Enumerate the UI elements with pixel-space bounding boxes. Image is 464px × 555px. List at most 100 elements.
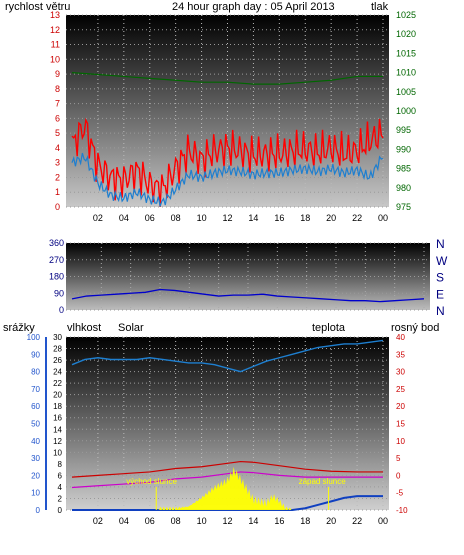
wind-tick-label: 3 — [55, 158, 60, 168]
humidity-scale-tick-label: 24 — [53, 368, 62, 377]
series-solar — [72, 466, 383, 510]
hour-tick-label: 16 — [274, 213, 284, 223]
temperature-tick-label: 40 — [396, 333, 405, 342]
hour-tick-label: 02 — [93, 213, 103, 223]
humidity-scale-tick-label: 18 — [53, 402, 62, 411]
wind-tick-label: 4 — [55, 143, 60, 153]
sun-annotations: východ slunce západ slunce — [126, 477, 346, 510]
temperature-label: teplota — [312, 322, 346, 334]
pressure-tick-label: 1010 — [396, 68, 416, 78]
hour-tick-label: 14 — [248, 516, 258, 526]
humidity-scale-tick-label: 4 — [58, 483, 63, 492]
rain-tick-label: 80 — [31, 368, 40, 377]
humidity-scale-tick-label: 6 — [58, 471, 63, 480]
hour-tick-label: 20 — [326, 213, 336, 223]
hour-tick-label: 10 — [197, 213, 207, 223]
humidity-scale-tick-label: 0 — [58, 506, 63, 515]
direction-tick-label: 90 — [54, 288, 64, 298]
wind-tick-label: 8 — [55, 84, 60, 94]
temperature-tick-label: 5 — [396, 454, 401, 463]
wind-tick-label: 9 — [55, 69, 60, 79]
hour-tick-label: 12 — [222, 213, 232, 223]
hour-tick-label: 20 — [326, 516, 336, 526]
sun-annotation-label: západ slunce — [299, 477, 347, 486]
humidity-scale-tick-label: 14 — [53, 425, 62, 434]
rain-label: srážky — [3, 322, 35, 334]
series-pressure — [71, 72, 383, 85]
pressure-tick-label: 980 — [396, 183, 411, 193]
hour-tick-label: 10 — [197, 516, 207, 526]
direction-tick-label: 360 — [49, 238, 64, 248]
humidity-scale-tick-label: 8 — [58, 460, 63, 469]
wind-tick-label: 0 — [55, 202, 60, 212]
wind-tick-label: 5 — [55, 128, 60, 138]
hour-tick-label: 04 — [119, 213, 129, 223]
humidity-scale-tick-label: 16 — [53, 414, 62, 423]
rain-tick-label: 10 — [31, 489, 40, 498]
hour-tick-label: 06 — [145, 516, 155, 526]
temperature-tick-label: 0 — [396, 471, 401, 480]
temperature-tick-label: 25 — [396, 385, 405, 394]
rain-tick-label: 30 — [31, 454, 40, 463]
compass-label: W — [436, 254, 448, 268]
compass-label: S — [436, 271, 444, 285]
rain-tick-label: 60 — [31, 402, 40, 411]
hour-tick-label: 08 — [171, 516, 181, 526]
wind-tick-label: 2 — [55, 172, 60, 182]
wind-tick-label: 11 — [51, 40, 60, 50]
temperature-tick-label: 10 — [396, 437, 405, 446]
pressure-tick-label: 985 — [396, 164, 411, 174]
hour-axis-ticks: 02 04 06 08 10 12 14 16 18 20 22 00 — [93, 213, 388, 223]
temperature-tick-label: 35 — [396, 350, 405, 359]
hour-tick-label: 22 — [352, 516, 362, 526]
climate-panel-series — [71, 339, 384, 511]
direction-panel-series — [71, 288, 425, 303]
hour-tick-label: 22 — [352, 213, 362, 223]
wind-tick-label: 1 — [55, 187, 60, 197]
hour-tick-label: 18 — [300, 213, 310, 223]
climate-axes: 0246810121416182022242628300102030405060… — [27, 333, 408, 515]
direction-tick-label: 0 — [59, 305, 64, 315]
direction-tick-label: 270 — [49, 255, 64, 265]
humidity-scale-tick-label: 28 — [53, 345, 62, 354]
hour-tick-label: 08 — [171, 213, 181, 223]
wind-panel-grid — [66, 14, 389, 208]
pressure-axis-label: tlak — [371, 1, 389, 13]
pressure-tick-label: 995 — [396, 125, 411, 135]
series-rain — [72, 495, 383, 511]
hour-tick-label: 00 — [378, 213, 388, 223]
hour-axis-ticks-bottom: 02 04 06 08 10 12 14 16 18 20 22 00 — [93, 516, 388, 526]
rain-tick-label: 20 — [31, 471, 40, 480]
pressure-tick-label: 975 — [396, 202, 411, 212]
series-temperature — [71, 460, 383, 478]
wind-tick-label: 13 — [50, 10, 60, 20]
wind-tick-label: 6 — [55, 113, 60, 123]
climate-panel-grid — [66, 336, 389, 511]
sun-annotation-label: východ slunce — [126, 477, 177, 486]
pressure-tick-label: 1000 — [396, 106, 416, 116]
pressure-tick-label: 1005 — [396, 87, 416, 97]
dewpoint-label: rosný bod — [391, 322, 439, 334]
rain-tick-label: 100 — [27, 333, 41, 342]
pressure-tick-label: 990 — [396, 144, 411, 154]
series-humidity — [71, 339, 384, 373]
rain-tick-label: 0 — [36, 506, 41, 515]
solar-label: Solar — [118, 322, 144, 334]
hour-tick-label: 16 — [274, 516, 284, 526]
humidity-scale-tick-label: 22 — [53, 379, 62, 388]
humidity-scale-tick-label: 30 — [53, 333, 62, 342]
pressure-axis-ticks: 975 980 985 990 995 1000 1005 1010 1015 1020 1025 — [396, 10, 416, 212]
series-wind-avg — [71, 152, 384, 207]
direction-tick-label: 180 — [49, 272, 64, 282]
wind-axis-label: rychlost větru — [5, 1, 70, 13]
wind-tick-label: 10 — [50, 54, 60, 64]
hour-tick-label: 18 — [300, 516, 310, 526]
pressure-tick-label: 1025 — [396, 10, 416, 20]
hour-tick-label: 04 — [119, 516, 129, 526]
wind-tick-label: 7 — [55, 99, 60, 109]
hour-tick-label: 14 — [248, 213, 258, 223]
rain-tick-label: 90 — [31, 350, 40, 359]
